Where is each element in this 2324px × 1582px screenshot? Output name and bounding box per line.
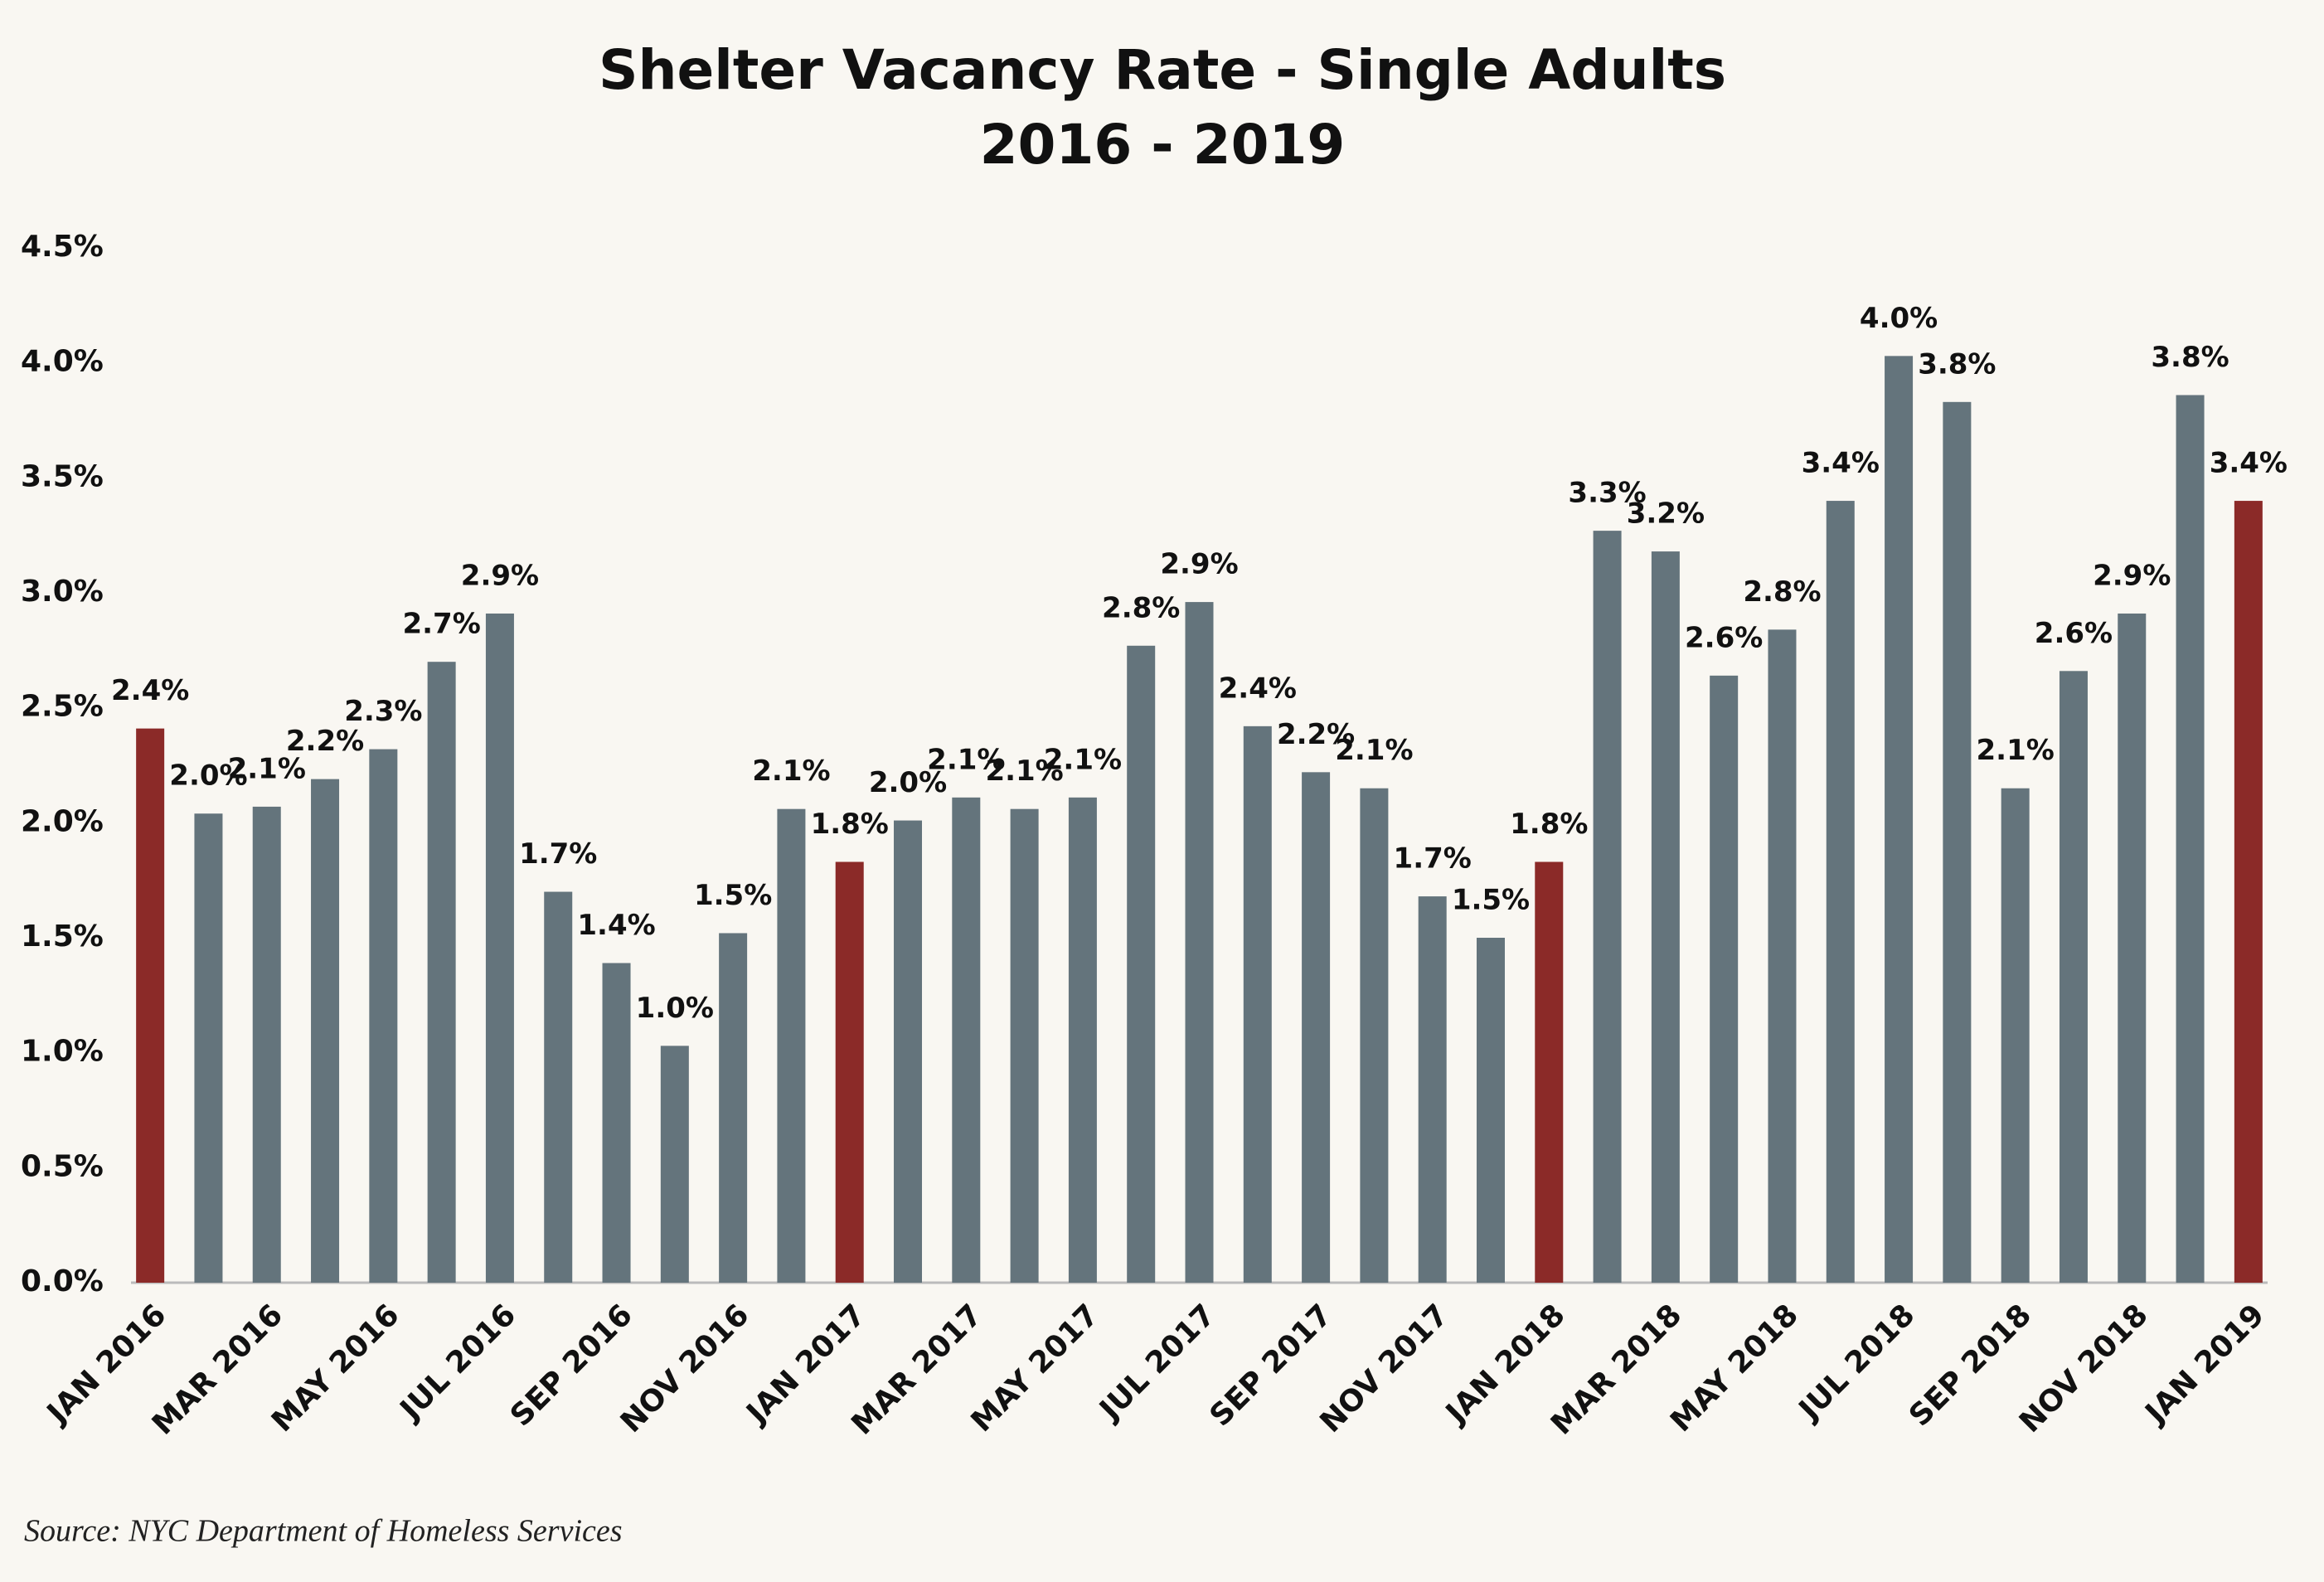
bar	[544, 891, 573, 1283]
y-tick-label: 1.0%	[21, 1035, 104, 1069]
value-label: 2.9%	[1160, 548, 1238, 581]
y-tick-label: 3.5%	[21, 459, 104, 493]
value-label: 2.6%	[1685, 621, 1763, 654]
bar	[1593, 531, 1622, 1283]
value-label: 2.9%	[461, 559, 539, 592]
bar	[894, 820, 923, 1283]
value-label: 1.0%	[636, 992, 714, 1025]
value-label: 1.8%	[1510, 808, 1588, 841]
bar	[719, 933, 748, 1283]
bar	[1885, 356, 1914, 1283]
bar	[602, 963, 631, 1283]
value-label: 2.4%	[111, 674, 189, 707]
value-label: 1.7%	[519, 837, 597, 871]
bar	[194, 813, 223, 1283]
bar	[1943, 401, 1972, 1283]
bar	[252, 806, 281, 1283]
bar	[835, 861, 864, 1283]
y-tick-label: 3.0%	[21, 575, 104, 609]
value-label: 3.4%	[2210, 447, 2288, 480]
value-label: 1.8%	[811, 808, 889, 841]
bar	[952, 797, 981, 1283]
bar	[660, 1046, 689, 1283]
x-tick-label: JUL 2016	[392, 1298, 522, 1428]
bar	[2118, 613, 2147, 1283]
bar	[1185, 602, 1214, 1283]
y-tick-label: 4.5%	[21, 230, 104, 264]
value-label: 3.8%	[2151, 341, 2229, 374]
bar	[1476, 938, 1505, 1283]
x-tick-label: JAN 2019	[2137, 1298, 2271, 1431]
y-tick-label: 2.5%	[21, 690, 104, 724]
value-label: 2.8%	[1102, 591, 1180, 624]
value-label: 3.3%	[1568, 477, 1646, 510]
value-label: 3.4%	[1802, 447, 1880, 480]
bar	[1418, 896, 1447, 1283]
value-label: 4.0%	[1860, 302, 1938, 335]
value-label: 2.1%	[985, 755, 1063, 788]
bar	[1535, 861, 1564, 1283]
value-label: 2.1%	[752, 755, 830, 788]
y-tick-label: 0.0%	[21, 1264, 104, 1298]
value-label: 2.0%	[869, 766, 947, 799]
value-label: 2.1%	[1335, 734, 1413, 767]
bar	[1243, 725, 1272, 1283]
bar	[485, 613, 514, 1283]
bar	[777, 808, 806, 1283]
value-label: 2.7%	[402, 608, 480, 641]
value-label: 2.1%	[1044, 743, 1122, 776]
bar	[2234, 501, 2263, 1283]
source-note: Source: NYC Department of Homeless Servi…	[24, 1514, 623, 1549]
value-label: 3.8%	[1918, 347, 1996, 381]
x-tick-label: JUL 2018	[1791, 1298, 1921, 1428]
value-label: 1.5%	[1452, 884, 1530, 917]
value-label: 2.1%	[927, 743, 1005, 776]
bar	[1768, 629, 1797, 1283]
value-label: 2.2%	[286, 725, 364, 758]
bar	[1302, 772, 1331, 1283]
value-label: 2.1%	[228, 752, 306, 785]
bar	[1710, 675, 1739, 1283]
chart-title: Shelter Vacancy Rate - Single Adults	[599, 38, 1726, 102]
chart-subtitle: 2016 - 2019	[980, 113, 1346, 177]
bar	[2176, 395, 2205, 1283]
bar	[1127, 645, 1156, 1283]
bar	[369, 749, 398, 1283]
bar	[2059, 671, 2088, 1283]
bar	[136, 728, 165, 1283]
value-label: 2.6%	[2035, 617, 2113, 650]
value-label: 2.4%	[1219, 672, 1297, 705]
bar	[1010, 808, 1039, 1283]
value-label: 2.9%	[2093, 559, 2171, 592]
x-tick-label: JUL 2017	[1092, 1298, 1222, 1428]
bar	[1651, 551, 1680, 1283]
bar	[2001, 788, 2030, 1283]
value-label: 2.2%	[1277, 718, 1355, 751]
value-label: 2.0%	[169, 759, 247, 793]
bar	[311, 779, 340, 1283]
value-label: 1.4%	[577, 909, 655, 942]
value-label: 2.1%	[1977, 734, 2055, 767]
y-tick-label: 2.0%	[21, 804, 104, 838]
bar	[1826, 501, 1855, 1283]
value-label: 1.7%	[1394, 842, 1472, 876]
y-tick-label: 1.5%	[21, 920, 104, 954]
value-label: 2.8%	[1743, 575, 1821, 609]
y-tick-label: 4.0%	[21, 345, 104, 379]
value-label: 3.2%	[1627, 497, 1705, 531]
value-label: 2.3%	[344, 695, 422, 728]
bar	[427, 662, 456, 1283]
bar	[1360, 788, 1389, 1283]
y-tick-label: 0.5%	[21, 1149, 104, 1183]
value-label: 1.5%	[694, 879, 772, 912]
bar	[1068, 797, 1097, 1283]
